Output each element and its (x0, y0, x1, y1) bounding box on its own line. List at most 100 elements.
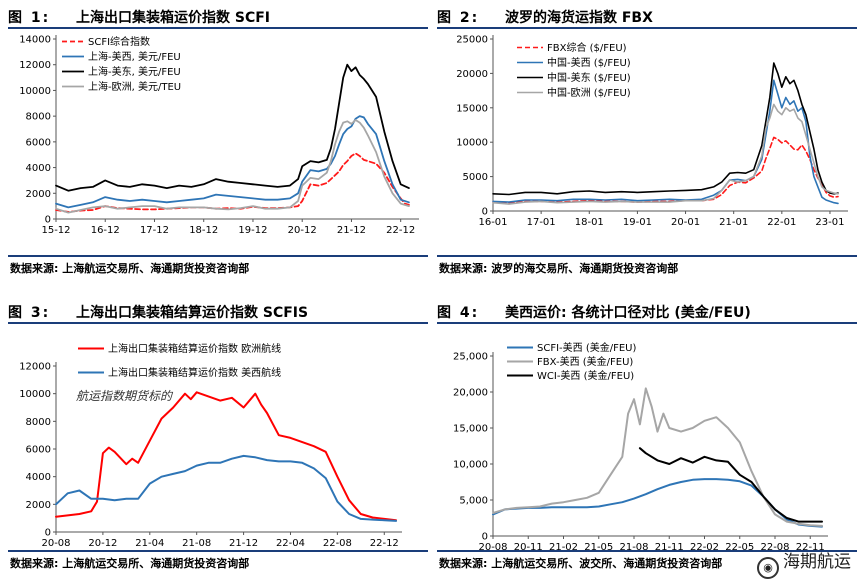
x-tick-label: 22-02 (690, 542, 719, 553)
title-rule (437, 27, 857, 29)
chart-title-bar: 图 3: 上海出口集装箱结算运价指数 SCFIS (8, 298, 428, 324)
chart-annotation: 航运指数期货标的 (76, 389, 174, 403)
series-line (55, 454, 397, 522)
y-tick-label: 2000 (26, 189, 51, 200)
chart-number: 图 1: (8, 10, 51, 26)
series-line (55, 391, 397, 522)
chart-number: 图 3: (8, 305, 51, 321)
x-tick-label: 18-01 (575, 217, 604, 228)
x-tick-label: 22-12 (386, 225, 415, 236)
legend-label: 中国-美西 ($/FEU) (547, 56, 631, 69)
x-tick-label: 21-12 (337, 225, 366, 236)
x-tick-label: 22-08 (760, 542, 789, 553)
chart-panel-1: 图 1: 上海出口集装箱运价指数 SCFI 0 2000 4000 6000 8000 1… (8, 3, 428, 288)
y-tick-label: 5000 (463, 172, 488, 183)
y-tick-label: 10000 (19, 86, 51, 97)
source-bar: 数据来源: 波罗的海交易所、海通期货投资咨询部 (437, 255, 857, 277)
source-note: 数据来源: 上海航运交易所、波交所、海通期货投资咨询部 (439, 557, 723, 570)
x-tick-label: 17-12 (140, 225, 169, 236)
x-tick-label: 21-08 (182, 538, 211, 549)
y-tick-label: 8000 (26, 417, 51, 428)
y-tick-label: 5,000 (459, 496, 488, 507)
chart-panel-3: 图 3: 上海出口集装箱结算运价指数 SCFIS 0 2000 4000 6000 80… (8, 298, 428, 583)
chart-panel-4: 图 4: 美西运价: 各统计口径对比 (美金/FEU) 0 5,000 10,000… (437, 298, 857, 583)
y-tick-label: 14000 (19, 35, 51, 46)
series-line (638, 447, 823, 523)
y-tick-label: 12000 (19, 60, 51, 71)
y-tick-label: 6000 (26, 137, 51, 148)
x-tick-label: 22-01 (767, 217, 796, 228)
legend-label: FBX综合 ($/FEU) (547, 41, 627, 54)
wechat-logo-icon: ◉ (757, 557, 779, 579)
legend-label: WCI-美西 (美金/FEU) (537, 369, 634, 382)
legend-label: 中国-美东 ($/FEU) (547, 71, 631, 84)
x-tick-label: 21-02 (549, 542, 578, 553)
x-tick-label: 22-08 (323, 538, 352, 549)
y-tick-label: 2000 (26, 500, 51, 511)
source-rule (8, 255, 428, 257)
chart-number: 图 4: (437, 305, 480, 321)
y-tick-label: 15,000 (453, 424, 488, 435)
chart-plot: 0 5000 10000 15000 20000 25000 16-01 17-01 18-01… (456, 35, 848, 228)
legend-label: 中国-欧洲 ($/FEU) (547, 86, 631, 99)
chart-title: 上海出口集装箱运价指数 SCFI (76, 10, 271, 26)
series-line (492, 103, 839, 205)
legend-label: SCFI-美西 (美金/FEU) (537, 341, 636, 354)
source-rule (8, 550, 428, 552)
x-tick-label: 16-12 (91, 225, 120, 236)
chart-plot: 0 2000 4000 6000 8000 10000 12000 14000 15-12 16-… (19, 35, 419, 236)
x-tick-label: 16-01 (478, 217, 507, 228)
chart-plot: 0 2000 4000 6000 8000 10000 12000 20-08 20-12 21-… (19, 342, 402, 549)
x-tick-label: 15-12 (41, 225, 70, 236)
x-tick-label: 21-11 (655, 542, 684, 553)
x-tick-label: 22-05 (725, 542, 754, 553)
x-tick-label: 21-05 (584, 542, 613, 553)
y-tick-label: 20000 (456, 69, 488, 80)
series-line (55, 152, 410, 213)
title-rule (437, 322, 857, 324)
legend-label: 上海-美西, 美元/FEU (88, 50, 181, 63)
chart-title: 上海出口集装箱结算运价指数 SCFIS (76, 305, 309, 321)
y-tick-label: 10,000 (453, 460, 488, 471)
x-tick-label: 19-12 (238, 225, 267, 236)
source-bar: 数据来源: 上海航运交易所、海通期货投资咨询部 (8, 255, 428, 277)
legend-label: 上海出口集装箱结算运价指数 欧洲航线 (108, 342, 281, 355)
watermark-text: 海期航运 (783, 552, 851, 572)
chart-title-bar: 图 1: 上海出口集装箱运价指数 SCFI (8, 3, 428, 29)
source-bar: 数据来源: 上海航运交易所、波交所、海通期货投资咨询部 (437, 550, 857, 572)
legend-label: SCFI综合指数 (88, 35, 150, 48)
series-line (55, 63, 410, 192)
source-note: 数据来源: 上海航运交易所、海通期货投资咨询部 (10, 557, 250, 570)
x-tick-label: 22-11 (796, 542, 825, 553)
x-tick-label: 22-12 (370, 538, 399, 549)
y-tick-label: 0 (482, 207, 488, 218)
y-tick-label: 0 (482, 532, 488, 543)
y-tick-label: 15000 (456, 103, 488, 114)
x-tick-label: 23-01 (815, 217, 844, 228)
x-tick-label: 18-12 (189, 225, 218, 236)
title-rule (8, 322, 428, 324)
y-tick-label: 4000 (26, 472, 51, 483)
x-tick-label: 21-01 (719, 217, 748, 228)
source-rule (437, 255, 857, 257)
x-tick-label: 20-08 (478, 542, 507, 553)
source-bar: 数据来源: 上海航运交易所、海通期货投资咨询部 (8, 550, 428, 572)
legend-label: FBX-美西 (美金/FEU) (537, 355, 633, 368)
x-tick-label: 19-01 (623, 217, 652, 228)
source-note: 数据来源: 波罗的海交易所、海通期货投资咨询部 (439, 262, 679, 275)
y-tick-label: 12000 (19, 362, 51, 373)
legend-label: 上海-美东, 美元/FEU (88, 65, 181, 78)
watermark: ◉ 海期航运 (757, 547, 851, 579)
x-tick-label: 20-11 (514, 542, 543, 553)
y-tick-label: 8000 (26, 112, 51, 123)
chart-panel-2: 图 2: 波罗的海货运指数 FBX 0 5000 10000 15000 20000 25… (437, 3, 857, 288)
y-tick-label: 4000 (26, 163, 51, 174)
series-line (492, 478, 823, 528)
y-tick-label: 6000 (26, 445, 51, 456)
chart-title: 美西运价: 各统计口径对比 (美金/FEU) (505, 305, 751, 321)
x-tick-label: 20-12 (288, 225, 317, 236)
y-tick-label: 25,000 (453, 352, 488, 363)
source-note: 数据来源: 上海航运交易所、海通期货投资咨询部 (10, 262, 250, 275)
chart-plot: 0 5,000 10,000 15,000 20,000 25,000 20-08 20-11… (453, 341, 828, 553)
legend-label: 上海-欧洲, 美元/TEU (88, 80, 181, 93)
